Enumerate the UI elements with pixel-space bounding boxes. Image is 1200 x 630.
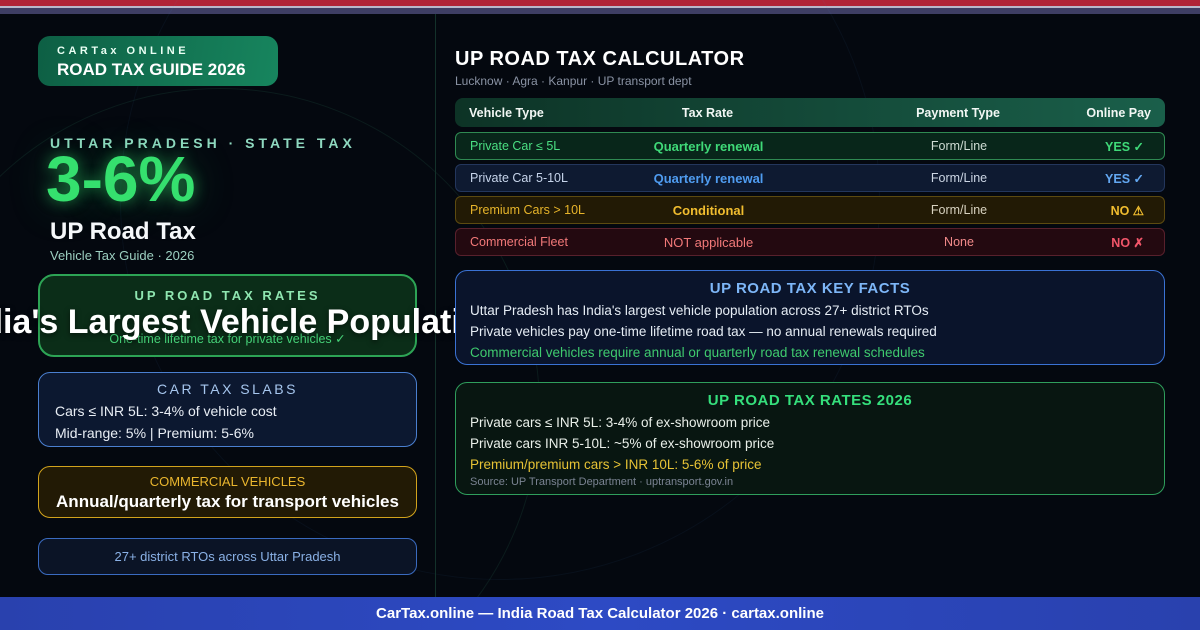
cell-payment: Form/Line	[930, 139, 988, 153]
commercial-vehicles-card: COMMERCIAL VEHICLES Annual/quarterly tax…	[38, 466, 417, 518]
cell-rate: NOT applicable	[663, 234, 754, 250]
key-fact-2: Private vehicles pay one-time lifetime r…	[470, 324, 937, 339]
rto-count-card: 27+ district RTOs across Uttar Pradesh	[38, 538, 417, 575]
cell-rate: Quarterly renewal	[653, 170, 764, 186]
brand-badge: CARTax ONLINE ROAD TAX GUIDE 2026	[38, 36, 278, 86]
page-subtitle: Vehicle Tax Guide · 2026	[50, 248, 195, 263]
page-title: UP Road Tax	[50, 218, 196, 245]
calculator-title: UP ROAD TAX CALCULATOR	[455, 48, 745, 70]
commercial-card-line: Annual/quarterly tax for transport vehic…	[56, 492, 399, 511]
top-stripe-indigo	[0, 8, 1200, 14]
slabs-line-1: Cars ≤ INR 5L: 3-4% of vehicle cost	[55, 403, 277, 419]
cell-vehicle: Commercial Fleet	[470, 235, 568, 249]
rates-card-heading: UP ROAD TAX RATES	[134, 288, 321, 303]
table-header-tax-rate: Tax Rate	[681, 105, 734, 120]
badge-title: ROAD TAX GUIDE 2026	[57, 60, 246, 79]
key-fact-1: Uttar Pradesh has India's largest vehicl…	[470, 303, 929, 318]
cell-online-pay: NO ⚠	[1110, 203, 1144, 218]
table-header-row: Vehicle Type Tax Rate Payment Type Onlin…	[455, 98, 1165, 127]
cell-online-pay: YES ✓	[1105, 139, 1144, 154]
brand-name: CARTax ONLINE	[57, 45, 190, 57]
table-row: Commercial Fleet NOT applicable None NO …	[455, 228, 1165, 256]
key-facts-card: UP ROAD TAX KEY FACTS Uttar Pradesh has …	[455, 270, 1165, 365]
column-divider	[435, 14, 436, 597]
top-stripe-red	[0, 0, 1200, 6]
rates-2026-line-1: Private cars ≤ INR 5L: 3-4% of ex-showro…	[470, 415, 771, 430]
rates-2026-card: UP ROAD TAX RATES 2026 Private cars ≤ IN…	[455, 382, 1165, 495]
car-tax-slabs-card: CAR TAX SLABS Cars ≤ INR 5L: 3-4% of veh…	[38, 372, 417, 447]
cell-payment: Form/Line	[930, 171, 988, 185]
rates-card-note: One-time lifetime tax for private vehicl…	[109, 332, 346, 346]
cell-rate: Conditional	[672, 202, 745, 218]
key-facts-heading: UP ROAD TAX KEY FACTS	[709, 280, 911, 297]
key-fact-3: Commercial vehicles require annual or qu…	[470, 345, 925, 360]
rates-highlight-card: UP ROAD TAX RATES One-time lifetime tax …	[38, 274, 417, 357]
slabs-line-2: Mid-range: 5% | Premium: 5-6%	[55, 425, 254, 441]
table-header-online-pay: Online Pay	[1086, 105, 1151, 120]
cell-online-pay: YES ✓	[1105, 171, 1144, 186]
footer-text: CarTax.online — India Road Tax Calculato…	[376, 605, 824, 622]
rto-card-line: 27+ district RTOs across Uttar Pradesh	[114, 549, 341, 564]
cell-vehicle: Premium Cars > 10L	[470, 203, 585, 217]
cell-payment: Form/Line	[930, 203, 988, 217]
calculator-subtitle: Lucknow · Agra · Kanpur · UP transport d…	[455, 74, 692, 88]
table-header-payment-type: Payment Type	[916, 105, 1000, 120]
footer-bar: CarTax.online — India Road Tax Calculato…	[0, 597, 1200, 630]
top-stripe-lavender	[0, 6, 1200, 8]
cell-online-pay: NO ✗	[1111, 235, 1144, 250]
slabs-card-heading: CAR TAX SLABS	[157, 381, 298, 397]
cell-payment: None	[944, 235, 974, 249]
table-header-vehicle-type: Vehicle Type	[469, 105, 544, 120]
cell-vehicle: Private Car 5-10L	[470, 171, 568, 185]
kicker-label: UTTAR PRADESH · STATE TAX	[50, 135, 356, 151]
rates-2026-source: Source: UP Transport Department · uptran…	[470, 476, 734, 488]
cell-rate: Quarterly renewal	[653, 138, 764, 154]
rates-2026-line-2: Private cars INR 5-10L: ~5% of ex-showro…	[470, 436, 775, 451]
rates-2026-line-3: Premium/premium cars > INR 10L: 5-6% of …	[470, 457, 762, 472]
table-row: Premium Cars > 10L Conditional Form/Line…	[455, 196, 1165, 224]
rates-2026-heading: UP ROAD TAX RATES 2026	[707, 392, 913, 409]
table-row: Private Car 5-10L Quarterly renewal Form…	[455, 164, 1165, 192]
overlay-heading: India's Largest Vehicle Population	[0, 303, 503, 341]
cell-vehicle: Private Car ≤ 5L	[470, 139, 561, 153]
table-row: Private Car ≤ 5L Quarterly renewal Form/…	[455, 132, 1165, 160]
tax-rate-stat: 3-6%	[46, 143, 196, 215]
commercial-card-heading: COMMERCIAL VEHICLES	[149, 474, 306, 489]
